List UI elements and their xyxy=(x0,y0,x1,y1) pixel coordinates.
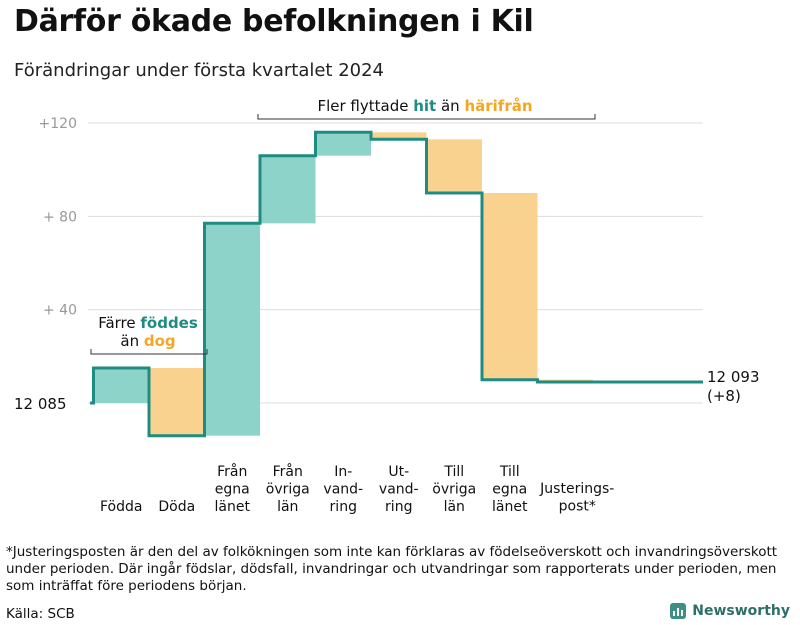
annotation-birth-highlight1: föddes xyxy=(140,314,197,332)
chart-title: Därför ökade befolkningen i Kil xyxy=(14,4,534,39)
x-label-3-line-0: Från xyxy=(273,463,303,480)
x-label-3-line-2: län xyxy=(277,499,298,515)
annotation-migration-bracket xyxy=(257,114,596,120)
bar-invandring xyxy=(315,132,371,156)
annotation-birth-text2: än xyxy=(120,332,143,350)
footnote: *Justeringsposten är den del av folkökni… xyxy=(6,544,778,594)
x-label-6-line-0: Till xyxy=(443,464,464,480)
x-label-2-line-0: Från xyxy=(217,463,247,480)
annotation-migration-highlight2: härifrån xyxy=(464,97,532,115)
newsworthy-logo-icon xyxy=(670,603,687,619)
x-label-8-line-1: post* xyxy=(559,499,596,515)
annotation-migration-text2: än xyxy=(436,97,464,115)
newsworthy-logo: Newsworthy xyxy=(670,603,790,619)
bar-från-egna-länet xyxy=(204,223,260,436)
annotation-migration-highlight1: hit xyxy=(413,97,436,115)
x-label-7-line-2: länet xyxy=(492,499,528,515)
x-label-5-line-1: vand- xyxy=(379,482,419,498)
bar-till-övriga-län xyxy=(426,139,482,193)
x-label-1-line-0: Döda xyxy=(158,499,195,515)
start-value-label: 12 085 xyxy=(14,395,67,413)
waterfall-chart: + 40 + 80 +120 12 085 12 093(+8) Födda Döda Frå… xyxy=(14,97,760,515)
annotation-birth-line1: Färre föddes xyxy=(98,314,198,332)
x-label-6-line-2: län xyxy=(444,499,465,515)
x-label-7-line-0: Till xyxy=(499,464,520,480)
x-label-2-line-2: länet xyxy=(215,499,251,515)
end-change-label: (+8) xyxy=(707,387,741,405)
annotation-migration-text1: Fler flyttade xyxy=(317,97,413,115)
source-label: Källa: SCB xyxy=(6,606,75,622)
annotation-migration: Fler flyttade hit än härifrån xyxy=(317,97,532,115)
end-value-label: 12 093 xyxy=(707,368,760,386)
x-label-0-line-0: Födda xyxy=(100,499,142,515)
x-label-8-line-0: Justerings- xyxy=(539,481,614,497)
x-label-5-line-2: ring xyxy=(385,499,412,515)
y-tick-label-0: + 40 xyxy=(43,303,77,319)
cumulative-line xyxy=(90,130,703,438)
bar-utvandring xyxy=(371,132,427,140)
y-tick-label-2: +120 xyxy=(39,116,77,132)
chart-subtitle: Förändringar under första kvartalet 2024 xyxy=(14,60,385,81)
bar-födda xyxy=(93,368,149,403)
annotation-birth-bracket xyxy=(90,349,208,355)
bar-till-egna-länet xyxy=(482,193,538,380)
x-label-2-line-1: egna xyxy=(215,482,250,498)
x-label-4-line-0: In- xyxy=(334,464,352,480)
annotation-birth-highlight2: dog xyxy=(144,332,176,350)
bar-döda xyxy=(149,368,205,436)
annotation-birth-text1: Färre xyxy=(98,314,140,332)
newsworthy-logo-text: Newsworthy xyxy=(692,603,790,619)
y-tick-label-1: + 80 xyxy=(43,209,77,225)
x-label-4-line-2: ring xyxy=(330,499,357,515)
x-label-5-line-0: Ut- xyxy=(388,464,409,480)
x-label-6-line-1: övriga xyxy=(432,482,476,498)
annotation-birth-line2: än dog xyxy=(120,332,175,350)
x-label-7-line-1: egna xyxy=(492,482,527,498)
x-label-4-line-1: vand- xyxy=(323,482,363,498)
bar-från-övriga-län xyxy=(260,155,316,224)
x-label-3-line-1: övriga xyxy=(266,482,310,498)
